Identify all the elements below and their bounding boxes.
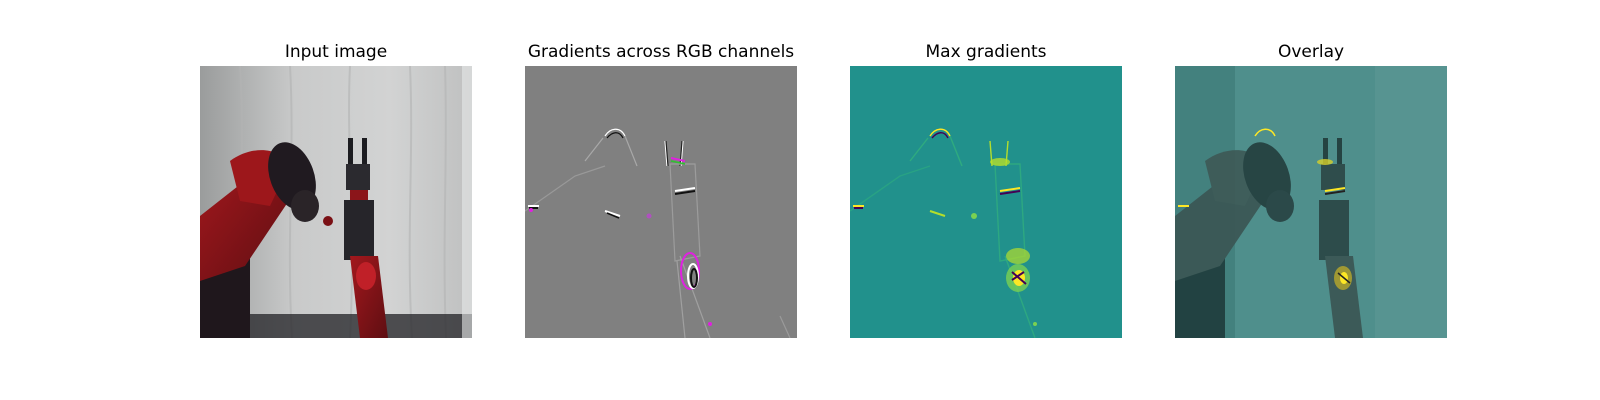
panel-title: Input image [284,42,388,62]
overlay-image [1175,66,1447,338]
overlay-hotspots [1178,128,1352,290]
max-gradient-map [850,66,1122,338]
rgb-gradient-map [525,66,797,338]
input-image [200,66,472,338]
panel-title: Max gradients [925,42,1047,62]
overlay-left-arm [1175,142,1294,338]
viridis-background [850,66,1122,338]
right-robot-arm [344,138,388,338]
panel-title: Overlay [1277,42,1345,62]
panel-rgb-gradients: Gradients across RGB channels [525,38,797,338]
max-gradient-hotspots [971,158,1037,326]
panel-input-image: Input image [200,38,472,338]
left-robot-arm [200,142,333,338]
panel-title: Gradients across RGB channels [527,42,795,62]
panel-max-gradients: Max gradients [850,38,1122,338]
gradient-background [525,66,797,338]
panel-overlay: Overlay [1175,38,1447,338]
right-edge-light [462,66,472,338]
gradient-color-highlights [529,157,712,326]
gradient-edges [525,128,791,338]
